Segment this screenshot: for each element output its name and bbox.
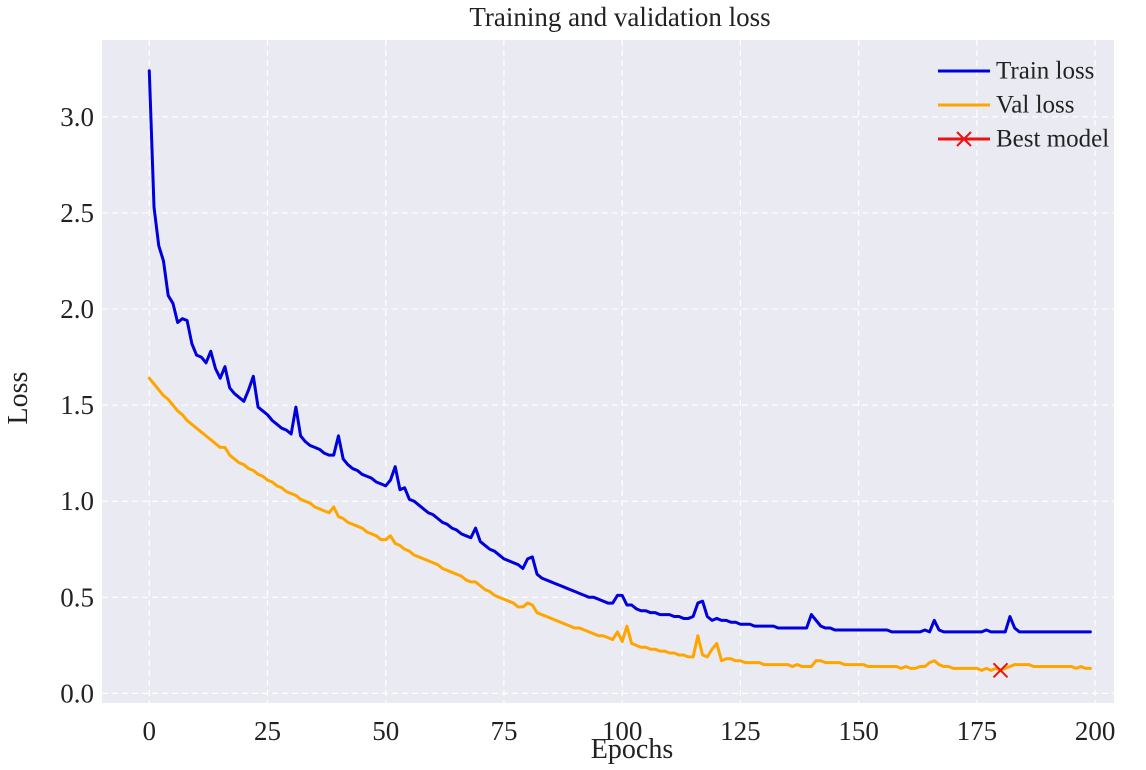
x-tick-label: 175	[957, 716, 998, 746]
x-tick-label: 25	[254, 716, 281, 746]
y-tick-label: 0.0	[60, 678, 94, 708]
y-tick-label: 2.5	[60, 198, 94, 228]
legend-x-stroke	[956, 131, 972, 147]
best-model-x-stroke	[992, 662, 1009, 679]
train-loss-line	[147, 69, 1092, 634]
y-tick-label: 1.0	[60, 486, 94, 516]
best-model-marker	[992, 662, 1009, 679]
legend-item-best-model: Best model	[938, 126, 1109, 153]
x-tick-label: 200	[1075, 716, 1116, 746]
plot-background	[102, 40, 1114, 703]
legend-item-val-loss: Val loss	[938, 92, 1074, 119]
legend-item-train-loss: Train loss	[938, 58, 1094, 85]
x-axis-label: Epochs	[591, 734, 673, 765]
x-tick-label: 50	[372, 716, 399, 746]
val-loss-line	[147, 376, 1092, 672]
x-tick-label: 75	[490, 716, 517, 746]
y-tick-label: 3.0	[60, 102, 94, 132]
legend-label: Best model	[996, 126, 1109, 153]
y-tick-label: 1.5	[60, 390, 94, 420]
x-tick-label: 125	[720, 716, 761, 746]
y-tick-label: 0.5	[60, 582, 94, 612]
x-tick-label: 150	[838, 716, 879, 746]
x-tick-label: 100	[602, 716, 643, 746]
grid-lines	[102, 40, 1114, 703]
y-tick-label: 2.0	[60, 294, 94, 324]
tick-labels: 0 25 50 75 100 125 150 175 200 0.0 0.5 1.0 1.5 2.0 2.5…	[60, 102, 1115, 746]
x-tick-label: 0	[143, 716, 157, 746]
chart-title: Training and validation loss	[469, 2, 770, 32]
series-layer	[147, 69, 1092, 679]
legend: Train loss Val loss Best model	[938, 58, 1109, 153]
legend-label: Val loss	[996, 92, 1074, 119]
legend-label: Train loss	[996, 58, 1094, 85]
y-axis-label: Loss	[3, 372, 34, 425]
